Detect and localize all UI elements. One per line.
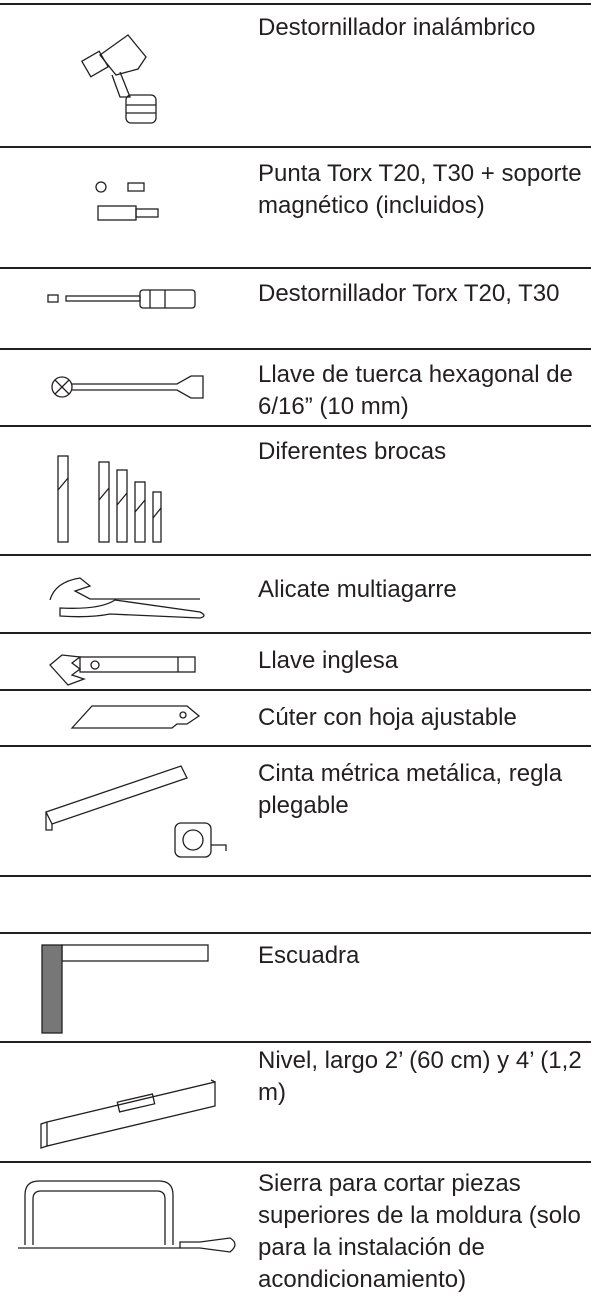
row-text: Cinta métrica metálica, regla plegable <box>258 760 563 819</box>
row-text: Escuadra <box>258 942 360 969</box>
screwdriver-icon <box>47 289 196 309</box>
row-text: Diferentes brocas <box>258 438 447 465</box>
row-text: Llave inglesa <box>258 647 399 674</box>
row-text: Destornillador Torx T20, T30 <box>258 280 560 307</box>
pliers-icon <box>49 577 205 619</box>
square-icon <box>41 944 209 1034</box>
drill-icon <box>80 34 157 124</box>
row-text: Cúter con hoja ajustable <box>258 704 517 731</box>
wrench-icon <box>51 375 204 399</box>
row-text: Alicate multiagarre <box>258 576 457 603</box>
ruler-tape-icon <box>45 765 227 858</box>
row-text: Punta Torx T20, T30 + soporte magnético … <box>258 160 582 219</box>
row-text: Nivel, largo 2’ (60 cm) y 4’ (1,2 m) <box>258 1047 582 1106</box>
drill-bits-icon <box>57 455 162 543</box>
row-text: Sierra para cortar piezas superiores de … <box>258 1170 581 1293</box>
level-icon <box>40 1079 216 1149</box>
cutter-icon <box>70 705 201 729</box>
adjustable-wrench-icon <box>49 654 196 686</box>
bits-icon <box>95 181 159 221</box>
row-rules <box>0 3 591 1163</box>
saw-icon <box>18 1180 236 1253</box>
row-text: Llave de tuerca hexagonal de 6/16” (10 m… <box>258 361 573 420</box>
row-text: Destornillador inalámbrico <box>258 14 536 41</box>
